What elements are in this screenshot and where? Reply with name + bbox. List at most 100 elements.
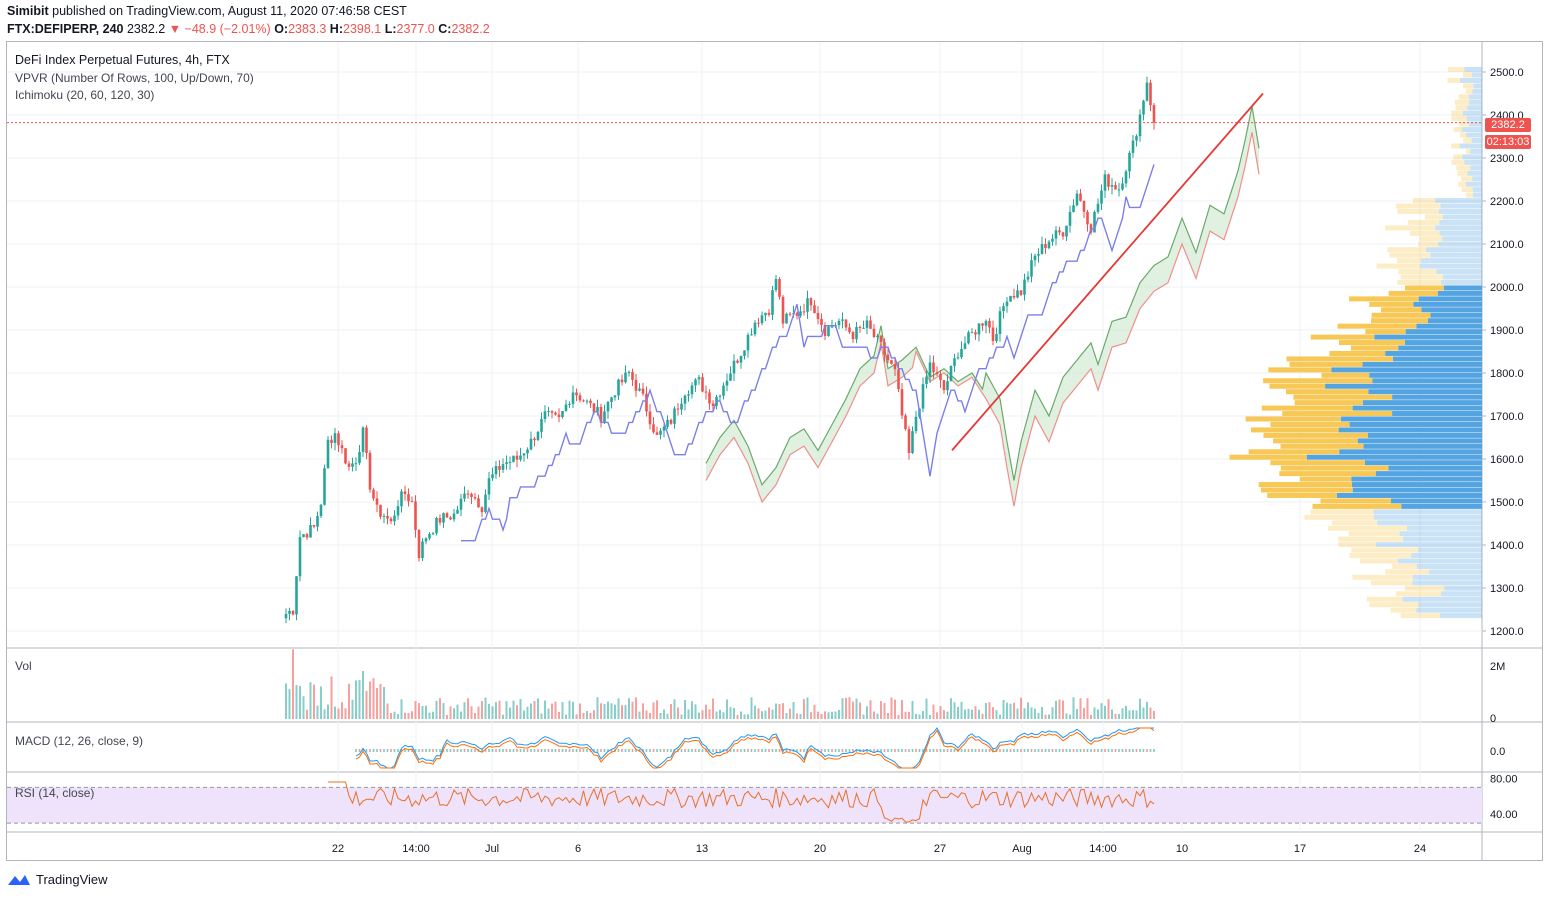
indicator-lines	[7, 92, 1482, 824]
volume-bar	[946, 711, 949, 719]
macd-histogram-bar	[530, 749, 532, 752]
candle-body	[1100, 190, 1103, 204]
volume-bar	[677, 707, 679, 719]
macd-histogram-bar	[635, 749, 637, 752]
candle-body	[1138, 114, 1142, 137]
candle-body	[907, 429, 911, 453]
candle-body	[1023, 279, 1026, 295]
macd-histogram-bar	[911, 749, 914, 752]
volume-bar	[358, 680, 361, 719]
volume-bar	[719, 709, 721, 719]
candle-body	[501, 464, 505, 470]
vp-up-bar	[1467, 105, 1482, 111]
candle-body	[599, 406, 603, 423]
volume-bar	[1142, 707, 1145, 719]
candle-body	[603, 411, 606, 423]
volume-bar	[736, 714, 739, 719]
volume-bar	[537, 698, 539, 719]
macd-histogram-bar	[523, 749, 525, 752]
y-tick-label: 1400.0	[1490, 540, 1524, 552]
macd-histogram-bar	[953, 749, 956, 752]
candle-body	[620, 379, 624, 383]
candle-body	[309, 525, 312, 538]
vp-up-bar	[1373, 514, 1482, 520]
macd-histogram-bar	[967, 749, 970, 752]
volume-bar	[561, 702, 564, 719]
vp-up-bar	[1467, 170, 1482, 176]
vp-up-bar	[1336, 492, 1482, 498]
vp-up-bar	[1352, 487, 1482, 493]
volume-bar	[1069, 714, 1071, 719]
volume-bar	[404, 712, 406, 719]
candle-body	[848, 327, 851, 333]
macd-histogram-bar	[785, 749, 788, 752]
candle-body	[550, 411, 554, 413]
vp-up-bar	[1407, 525, 1482, 531]
vp-up-bar	[1470, 165, 1482, 171]
volume-bar	[936, 712, 938, 719]
candle-body	[981, 323, 984, 326]
vp-up-bar	[1444, 585, 1482, 591]
candle-body	[414, 501, 417, 530]
macd-histogram-bar	[526, 749, 529, 752]
volume-bar	[883, 703, 886, 719]
vp-down-bar	[1369, 602, 1419, 608]
volume-bar	[908, 711, 910, 719]
macd-histogram-bar	[586, 749, 588, 752]
candle-body	[932, 362, 935, 373]
vp-up-bar	[1352, 405, 1482, 411]
volume-bar	[953, 702, 956, 719]
vp-down-bar	[1455, 105, 1468, 111]
tradingview-brand[interactable]: TradingView	[7, 872, 108, 887]
candle-body	[540, 419, 543, 432]
macd-histogram-bar	[1006, 749, 1008, 752]
candle-body	[855, 327, 858, 340]
macd-histogram-bar	[719, 749, 721, 752]
vp-down-bar	[1447, 77, 1460, 83]
macd-histogram-bar	[981, 749, 984, 752]
rsi-legend[interactable]: RSI (14, close)	[15, 786, 95, 800]
volume-bar	[663, 709, 665, 719]
volume-bar	[565, 714, 567, 719]
volume-bar	[344, 708, 347, 719]
candle-body	[638, 388, 641, 391]
candle-body	[820, 318, 823, 326]
candle-body	[543, 411, 547, 420]
volume-bar	[799, 713, 802, 719]
vp-down-bar	[1461, 187, 1473, 193]
volume-bar	[859, 702, 861, 719]
macd-histogram-bar	[978, 749, 980, 752]
publisher-name[interactable]: Simibit	[7, 4, 49, 18]
volume-bar	[379, 683, 382, 719]
macd-histogram-bar	[561, 749, 564, 752]
macd-histogram-bar	[610, 749, 613, 752]
volume-bar	[474, 713, 476, 719]
volume-bar	[701, 710, 704, 719]
vp-up-bar	[1429, 569, 1482, 575]
vp-up-bar	[1438, 208, 1482, 214]
candle-body	[634, 379, 638, 391]
volume-bar	[316, 705, 319, 719]
macd-histogram-bar	[1027, 749, 1029, 752]
ichimoku-legend[interactable]: Ichimoku (20, 60, 120, 30)	[15, 88, 155, 102]
macd-histogram-bar	[764, 749, 767, 752]
macd-histogram-bar	[579, 749, 581, 752]
vp-up-bar	[1462, 110, 1482, 116]
macd-histogram-bar	[418, 749, 420, 752]
vp-up-bar	[1461, 127, 1482, 133]
candle-body	[1152, 105, 1156, 123]
macd-histogram-bar	[1065, 749, 1068, 752]
macd-legend[interactable]: MACD (12, 26, close, 9)	[15, 734, 144, 748]
vol-legend[interactable]: Vol	[15, 659, 32, 673]
volume-bar	[1027, 702, 1029, 719]
volume-bar	[845, 697, 847, 719]
candle-body	[946, 381, 949, 391]
vp-up-bar	[1362, 400, 1482, 406]
volume-bar	[383, 686, 385, 719]
chart-title[interactable]: DeFi Index Perpetual Futures, 4h, FTX	[15, 53, 230, 67]
vpvr-legend[interactable]: VPVR (Number Of Rows, 100, Up/Down, 70)	[15, 71, 254, 85]
last-price: 2382.2	[126, 22, 166, 36]
macd-histogram-bar	[712, 749, 714, 752]
volume-bar	[887, 713, 889, 719]
